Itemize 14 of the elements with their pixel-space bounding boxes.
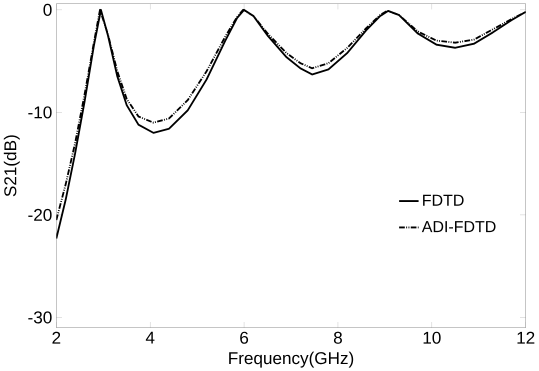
y-tick-label: -30 xyxy=(28,311,52,324)
legend-label: ADI-FDTD xyxy=(422,220,496,232)
x-tick-label: 2 xyxy=(52,332,60,344)
y-tick-label: 0 xyxy=(43,4,52,16)
y-tick-label: -10 xyxy=(28,106,52,118)
x-tick-label: 6 xyxy=(240,332,248,344)
y-axis-title: S21(dB) xyxy=(4,135,20,196)
x-tick-label: 8 xyxy=(334,332,342,344)
legend-label: FDTD xyxy=(423,194,464,206)
y-tick-label: -20 xyxy=(28,208,52,221)
x-tick-label: 12 xyxy=(517,332,534,344)
x-tick-label: 4 xyxy=(146,332,154,344)
x-tick-label: 10 xyxy=(424,332,441,344)
x-axis-title: Frequency(GHz) xyxy=(229,351,354,368)
